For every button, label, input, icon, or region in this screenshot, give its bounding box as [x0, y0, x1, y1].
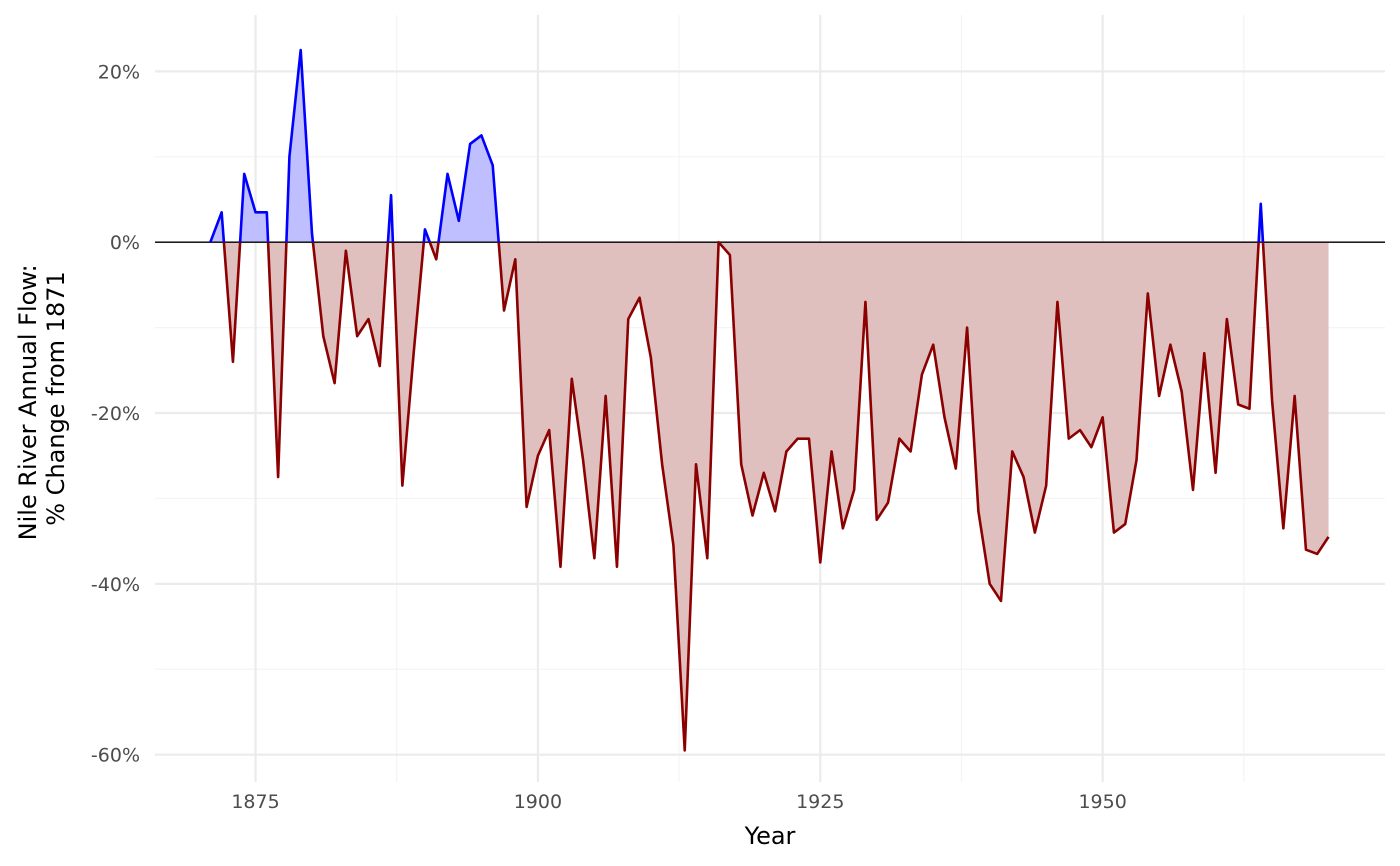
negative-area-fill	[268, 242, 287, 478]
negative-series-line	[222, 242, 242, 364]
positive-series-line	[285, 48, 315, 243]
negative-series-line	[497, 240, 1260, 752]
x-axis-tick-labels: 1875 1900 1925 1950	[231, 791, 1126, 813]
positive-series-line	[437, 134, 500, 243]
positive-series-line	[422, 228, 432, 243]
y-tick-label: 20%	[98, 61, 140, 83]
y-axis-title-line-1: Nile River Annual Flow:	[14, 264, 42, 540]
x-axis-title: Year	[744, 822, 796, 850]
positive-series-line	[238, 172, 270, 243]
x-tick-label: 1900	[514, 791, 562, 813]
y-axis-title-line-2: % Change from 1871	[42, 271, 70, 526]
y-axis-title: Nile River Annual Flow: % Change from 18…	[14, 257, 70, 541]
y-tick-label: -40%	[91, 574, 140, 596]
positive-series-line	[209, 211, 226, 243]
negative-area-fill	[312, 242, 388, 384]
y-tick-label: -20%	[91, 403, 140, 425]
positive-area-fill	[286, 50, 313, 243]
negative-series-line	[311, 242, 390, 385]
negative-series-line	[428, 241, 440, 261]
y-axis-tick-labels: 20% 0% -20% -40% -60%	[91, 61, 140, 766]
positive-series-line	[1257, 202, 1265, 243]
y-tick-label: 0%	[110, 232, 140, 254]
x-tick-label: 1950	[1078, 791, 1126, 813]
negative-series-line	[266, 242, 288, 479]
area-fills	[210, 50, 1329, 751]
x-tick-label: 1875	[231, 791, 279, 813]
y-tick-label: -60%	[91, 745, 140, 767]
x-tick-label: 1925	[796, 791, 844, 813]
positive-series-line	[386, 193, 395, 243]
negative-series-line	[1261, 242, 1330, 556]
negative-area-fill	[223, 242, 241, 362]
positive-area-fill	[438, 135, 499, 243]
negative-series-line	[391, 242, 426, 487]
series-lines	[209, 48, 1330, 752]
